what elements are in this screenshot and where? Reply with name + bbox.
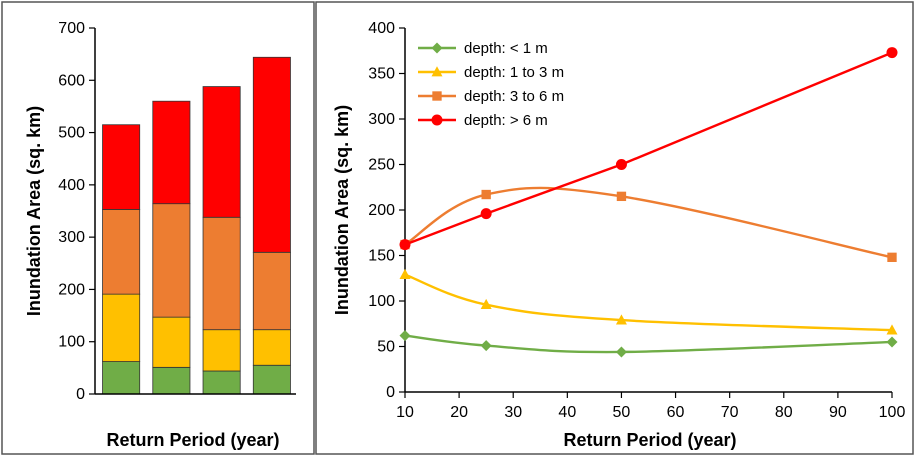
bar-segment-depth-6-m-100 xyxy=(252,56,291,253)
legend-item-depth-1-to-3-m: depth: 1 to 3 m xyxy=(418,64,564,81)
bar-y-tick-label: 100 xyxy=(58,334,85,351)
bar-y-ticks: 0 100 200 300 400 500 600 700 xyxy=(58,20,95,403)
line-x-tick-label: 60 xyxy=(667,404,685,421)
series-depth-1-m xyxy=(399,330,898,358)
bar-y-tick-label: 700 xyxy=(58,20,85,37)
bar-segment-depth-3-to-6-m-50 xyxy=(202,216,241,331)
legend-label: depth: 1 to 3 m xyxy=(464,64,564,81)
series-line-depth-1-m xyxy=(404,334,893,354)
line-x-tick-label: 10 xyxy=(396,404,414,421)
point-depth-1-m-10 xyxy=(399,330,411,342)
line-series xyxy=(399,47,898,358)
line-y-tick-label: 200 xyxy=(368,202,395,219)
legend-item-depth-3-to-6-m: depth: 3 to 6 m xyxy=(418,88,564,105)
bar-y-tick-label: 600 xyxy=(58,72,85,89)
point-depth-1-to-3-m-100 xyxy=(886,324,898,335)
line-y-tick-label: 50 xyxy=(377,339,395,356)
point-depth-6-m-50 xyxy=(615,159,627,170)
line-y-tick-label: 400 xyxy=(368,20,395,37)
line-x-axis-title: Return Period (year) xyxy=(563,430,736,450)
right-panel-border xyxy=(315,1,914,455)
line-x-tick-label: 50 xyxy=(613,404,631,421)
line-y-tick-label: 300 xyxy=(368,111,395,128)
legend-item-depth-1-m: depth: < 1 m xyxy=(418,40,548,57)
bar-segment-depth-1-to-3-m-10 xyxy=(102,293,141,362)
bar-segment-depth-1-m-10 xyxy=(102,361,141,395)
legend-label: depth: > 6 m xyxy=(464,112,548,129)
bar-segment-depth-1-to-3-m-50 xyxy=(202,329,241,372)
point-depth-1-to-3-m-25 xyxy=(480,298,492,310)
point-depth-1-m-25 xyxy=(480,340,492,352)
bar-segment-depth-6-m-50 xyxy=(202,86,241,218)
bar-x-axis-title: Return Period (year) xyxy=(106,430,279,450)
bar-segment-depth-6-m-25 xyxy=(152,100,191,205)
line-y-tick-label: 150 xyxy=(368,248,395,265)
line-y-tick-label: 350 xyxy=(368,66,395,83)
legend-item-depth-6-m: depth: > 6 m xyxy=(418,112,548,129)
bar-y-tick-label: 300 xyxy=(58,229,85,246)
series-depth-6-m xyxy=(399,47,898,251)
line-x-tick-label: 80 xyxy=(775,404,793,421)
point-depth-1-m-50 xyxy=(615,346,627,358)
line-x-tick-label: 90 xyxy=(829,404,847,421)
point-depth-3-to-6-m-50 xyxy=(616,191,627,202)
bar-segment-depth-3-to-6-m-25 xyxy=(152,203,191,318)
line-x-tick-label: 40 xyxy=(558,404,576,421)
line-x-ticks: 10 20 30 40 50 60 70 80 90 100 xyxy=(396,392,905,421)
point-depth-3-to-6-m-100 xyxy=(887,252,897,262)
bar-y-tick-label: 200 xyxy=(58,281,85,298)
bar-y-axis-title: Inundation Area (sq. km) xyxy=(24,106,44,316)
point-depth-6-m-10 xyxy=(399,239,411,251)
series-depth-1-to-3-m xyxy=(399,268,898,335)
stacked-bar-chart: 0 100 200 300 400 500 600 700 Return Period (ye… xyxy=(24,20,296,450)
line-y-ticks: 0 50 100 150 200 250 300 350 400 xyxy=(368,20,405,401)
line-y-tick-label: 250 xyxy=(368,157,395,174)
legend-label: depth: < 1 m xyxy=(464,40,548,57)
bar-marks xyxy=(102,56,291,395)
bar-segment-depth-3-to-6-m-10 xyxy=(102,209,141,295)
line-x-tick-label: 100 xyxy=(879,404,906,421)
point-depth-6-m-25 xyxy=(480,208,492,220)
line-x-tick-label: 70 xyxy=(721,404,739,421)
bar-y-tick-label: 0 xyxy=(76,386,85,403)
bar-segment-depth-1-m-50 xyxy=(202,370,241,395)
line-x-tick-label: 30 xyxy=(504,404,522,421)
legend-marker-depth-1-to-3-m xyxy=(431,66,443,77)
legend-label: depth: 3 to 6 m xyxy=(464,88,564,105)
legend-marker-depth-1-m xyxy=(431,42,443,54)
series-line-depth-3-to-6-m xyxy=(404,186,893,259)
legend: depth: < 1 m depth: 1 to 3 m depth: 3 to 6… xyxy=(418,40,564,129)
line-y-axis-title: Inundation Area (sq. km) xyxy=(332,105,352,315)
point-depth-6-m-100 xyxy=(886,47,898,59)
point-depth-1-m-100 xyxy=(886,336,898,348)
line-y-tick-label: 0 xyxy=(386,384,395,401)
bar-segment-depth-1-to-3-m-100 xyxy=(252,329,291,366)
legend-marker-depth-3-to-6-m xyxy=(432,91,442,101)
bar-y-tick-label: 500 xyxy=(58,125,85,142)
bar-segment-depth-1-to-3-m-25 xyxy=(152,316,191,368)
series-line-depth-1-to-3-m xyxy=(404,273,893,332)
point-depth-3-to-6-m-25 xyxy=(481,189,491,200)
legend-marker-depth-6-m xyxy=(431,114,443,126)
bar-segment-depth-3-to-6-m-100 xyxy=(252,251,291,331)
series-line-depth-6-m xyxy=(404,51,893,246)
line-chart: 0 50 100 150 200 250 300 350 400 10 20 30 40 50 60 70 8… xyxy=(332,20,905,450)
bar-y-tick-label: 400 xyxy=(58,177,85,194)
point-depth-1-to-3-m-10 xyxy=(399,268,411,280)
bar-segment-depth-6-m-10 xyxy=(102,124,141,210)
line-y-tick-label: 100 xyxy=(368,293,395,310)
line-x-tick-label: 20 xyxy=(450,404,468,421)
point-depth-1-to-3-m-50 xyxy=(615,314,627,325)
bar-segment-depth-1-m-25 xyxy=(152,366,191,395)
bar-segment-depth-1-m-100 xyxy=(252,364,291,395)
